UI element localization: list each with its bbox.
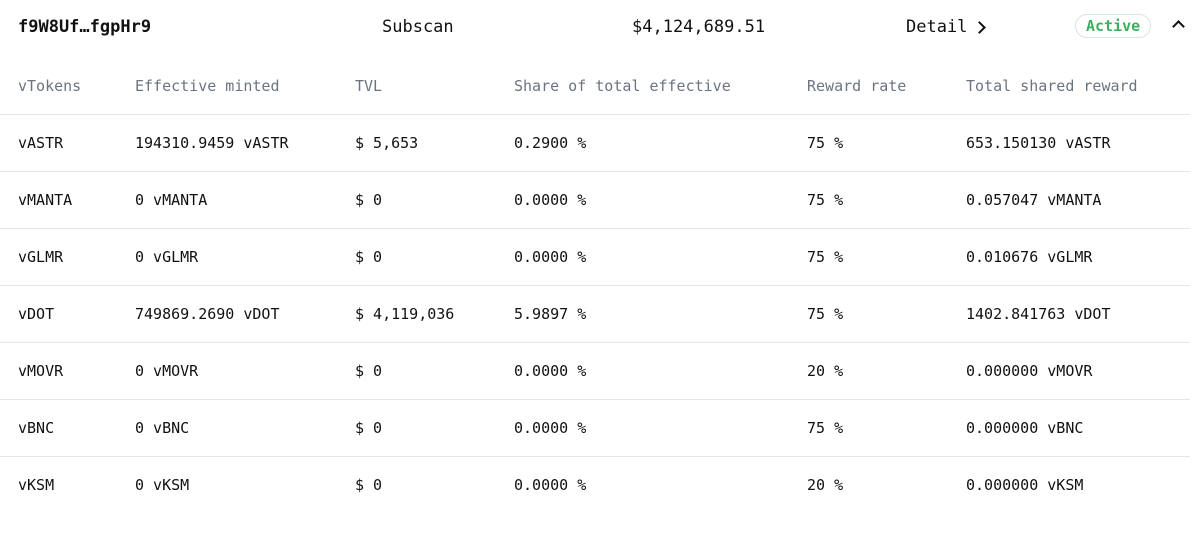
cell-vtoken: vBNC <box>0 399 135 457</box>
cell-tvl: $ 0 <box>355 342 514 400</box>
cell-total-shared-reward: 0.057047 vMANTA <box>966 171 1190 229</box>
cell-share: 0.0000 % <box>514 171 807 229</box>
chevron-up-icon <box>1172 20 1185 33</box>
cell-tvl: $ 0 <box>355 171 514 229</box>
cell-effective-minted: 0 vGLMR <box>135 228 355 286</box>
cell-share: 0.0000 % <box>514 399 807 457</box>
cell-effective-minted: 749869.2690 vDOT <box>135 285 355 343</box>
table-row: vGLMR 0 vGLMR $ 0 0.0000 % 75 % 0.010676… <box>0 228 1190 286</box>
cell-tvl: $ 4,119,036 <box>355 285 514 343</box>
cell-effective-minted: 0 vBNC <box>135 399 355 457</box>
table-row: vMOVR 0 vMOVR $ 0 0.0000 % 20 % 0.000000… <box>0 342 1190 400</box>
cell-reward-rate: 20 % <box>807 342 966 400</box>
cell-total-shared-reward: 1402.841763 vDOT <box>966 285 1190 343</box>
cell-share: 0.2900 % <box>514 114 807 172</box>
cell-tvl: $ 5,653 <box>355 114 514 172</box>
table-row: vKSM 0 vKSM $ 0 0.0000 % 20 % 0.000000 v… <box>0 457 1190 514</box>
cell-vtoken: vGLMR <box>0 228 135 286</box>
cell-share: 5.9897 % <box>514 285 807 343</box>
cell-total-shared-reward: 653.150130 vASTR <box>966 114 1190 172</box>
column-header-vtokens: vTokens <box>0 58 135 115</box>
cell-tvl: $ 0 <box>355 476 383 494</box>
cell-vtoken: vMOVR <box>0 342 135 400</box>
cell-effective-minted: 0 vMANTA <box>135 171 355 229</box>
cell-reward-rate: 75 % <box>807 171 966 229</box>
detail-link[interactable]: Detail <box>906 14 987 40</box>
table-row: vMANTA 0 vMANTA $ 0 0.0000 % 75 % 0.0570… <box>0 171 1190 229</box>
vtokens-table: vTokens Effective minted TVL Share of to… <box>0 58 1190 513</box>
cell-total-shared-reward: 0.000000 vKSM <box>966 476 1084 494</box>
column-header-effective-minted: Effective minted <box>135 58 355 115</box>
chevron-right-icon <box>973 21 987 34</box>
column-header-tvl: TVL <box>355 58 514 115</box>
cell-effective-minted: 194310.9459 vASTR <box>135 114 355 172</box>
cell-tvl: $ 0 <box>355 399 514 457</box>
cell-effective-minted: 0 vMOVR <box>135 342 355 400</box>
column-header-share: Share of total effective <box>514 58 807 115</box>
cell-share: 0.0000 % <box>514 476 587 494</box>
cell-effective-minted: 0 vKSM <box>135 476 190 494</box>
detail-label: Detail <box>906 17 968 37</box>
pool-header: f9W8Uf…fgpHr9 Subscan $4,124,689.51 Deta… <box>0 0 1200 54</box>
status-badge: Active <box>1075 14 1152 38</box>
table-row: vDOT 749869.2690 vDOT $ 4,119,036 5.9897… <box>0 285 1190 343</box>
column-header-total-shared-reward: Total shared reward <box>966 58 1190 115</box>
subscan-link[interactable]: Subscan <box>382 17 454 37</box>
total-value: $4,124,689.51 <box>632 17 766 37</box>
cell-reward-rate: 75 % <box>807 285 966 343</box>
cell-share: 0.0000 % <box>514 342 807 400</box>
table-row: vASTR 194310.9459 vASTR $ 5,653 0.2900 %… <box>0 114 1190 172</box>
cell-reward-rate: 75 % <box>807 228 966 286</box>
cell-share: 0.0000 % <box>514 228 807 286</box>
cell-reward-rate: 20 % <box>807 476 844 494</box>
table-header-row: vTokens Effective minted TVL Share of to… <box>0 58 1190 115</box>
table-row: vBNC 0 vBNC $ 0 0.0000 % 75 % 0.000000 v… <box>0 399 1190 457</box>
cell-vtoken: vKSM <box>18 476 55 494</box>
column-header-reward-rate: Reward rate <box>807 58 966 115</box>
cell-vtoken: vDOT <box>0 285 135 343</box>
account-address: f9W8Uf…fgpHr9 <box>18 17 152 37</box>
cell-tvl: $ 0 <box>355 228 514 286</box>
cell-total-shared-reward: 0.000000 vMOVR <box>966 342 1190 400</box>
cell-vtoken: vASTR <box>0 114 135 172</box>
cell-total-shared-reward: 0.010676 vGLMR <box>966 228 1190 286</box>
collapse-button[interactable] <box>1170 16 1188 34</box>
cell-vtoken: vMANTA <box>0 171 135 229</box>
cell-reward-rate: 75 % <box>807 399 966 457</box>
cell-total-shared-reward: 0.000000 vBNC <box>966 399 1190 457</box>
cell-reward-rate: 75 % <box>807 114 966 172</box>
